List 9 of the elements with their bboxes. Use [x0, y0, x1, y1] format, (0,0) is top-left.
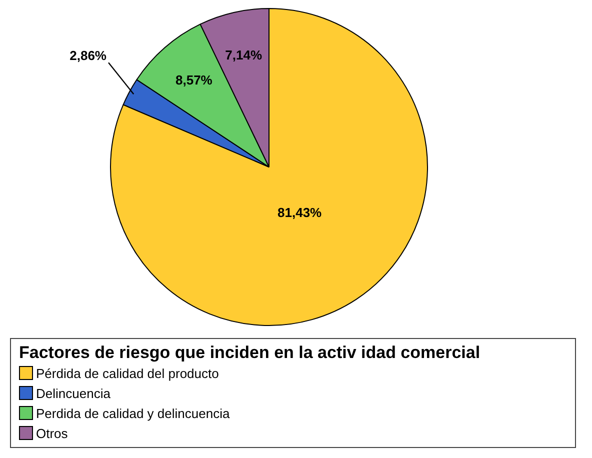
legend-label: Otros [36, 426, 68, 440]
data-label: 81,43% [278, 204, 322, 220]
legend-label: Delincuencia [36, 386, 110, 400]
legend-label: Pérdida de calidad del producto [36, 366, 219, 380]
legend-label: Perdida de calidad y delincuencia [36, 406, 230, 420]
data-label: 7,14% [225, 47, 262, 62]
data-label: 8,57% [176, 72, 213, 88]
legend-title: Factores de riesgo que inciden en la activ idad comercial [19, 343, 482, 363]
data-label: 2,86% [70, 48, 107, 64]
